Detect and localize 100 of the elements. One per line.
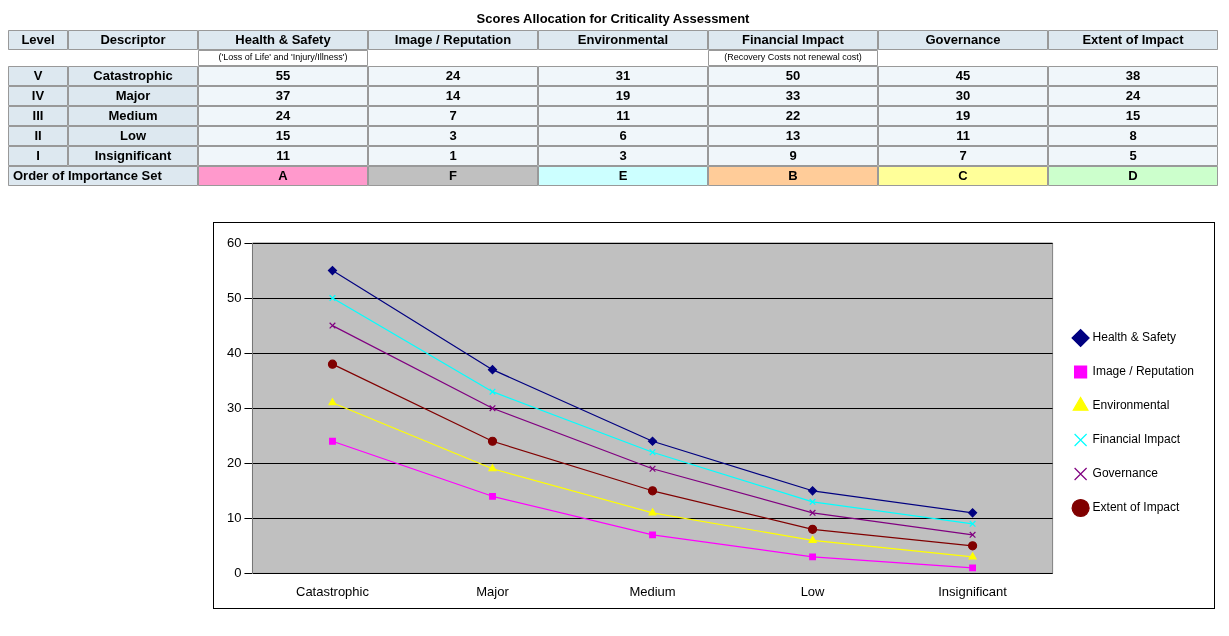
text: 38 xyxy=(1125,67,1141,83)
y-tick-label: 0 xyxy=(234,564,242,580)
text: E xyxy=(618,167,628,183)
point xyxy=(808,535,817,543)
text: 33 xyxy=(785,87,801,103)
category-label: Major xyxy=(115,87,151,103)
text: III xyxy=(32,107,44,123)
point xyxy=(649,531,656,539)
point xyxy=(648,508,657,516)
point xyxy=(809,509,816,517)
text: Level xyxy=(21,31,55,47)
y-tick-label: 10 xyxy=(226,509,242,525)
text: 5 xyxy=(1129,147,1137,163)
text: 24 xyxy=(445,67,461,83)
text: I xyxy=(36,147,40,163)
point xyxy=(487,365,498,375)
text: 14 xyxy=(445,87,461,103)
point xyxy=(487,436,498,446)
text: 11 xyxy=(276,147,290,163)
text: 24 xyxy=(1125,87,1141,103)
text: 11 xyxy=(616,107,630,123)
text: 19 xyxy=(955,107,971,123)
text: 9 xyxy=(789,147,797,163)
legend-label: Health & Safety xyxy=(1092,330,1176,345)
x-tick-label: Low xyxy=(800,583,826,599)
text: 13 xyxy=(785,127,801,143)
text: 31 xyxy=(615,67,631,83)
x-tick-label: Major xyxy=(476,583,510,599)
text: 3 xyxy=(449,127,457,143)
point xyxy=(967,541,978,551)
point xyxy=(647,486,658,496)
text: 45 xyxy=(955,67,971,83)
text: Scores Allocation for Criticality Assessment xyxy=(476,10,751,26)
x-tick-label: Insignificant xyxy=(938,583,1008,599)
category-label: Insignificant xyxy=(94,147,172,163)
text: D xyxy=(1128,167,1138,183)
x-tick-label: Medium xyxy=(629,583,676,599)
point xyxy=(967,508,978,518)
legend-label: Extent of Impact xyxy=(1092,500,1180,515)
text: (Recovery Costs not renewal cost) xyxy=(724,52,862,63)
category-label: Health & Safety xyxy=(235,31,332,47)
text: 37 xyxy=(275,87,291,103)
text: 22 xyxy=(785,107,801,123)
point xyxy=(328,398,337,406)
point xyxy=(489,404,496,412)
point xyxy=(329,294,336,302)
category-label: Governance xyxy=(925,31,1001,47)
category-label: Environmental xyxy=(577,31,669,47)
text: 3 xyxy=(619,147,627,163)
text: 19 xyxy=(615,87,631,103)
text: Order of Importance Set xyxy=(13,167,163,183)
point xyxy=(647,436,658,446)
legend-label: Financial Impact xyxy=(1092,432,1181,447)
text: 7 xyxy=(959,147,967,163)
point xyxy=(807,524,818,534)
text: 30 xyxy=(955,87,971,103)
y-tick-label: 40 xyxy=(226,344,242,360)
legend-label: Environmental xyxy=(1092,398,1170,413)
point xyxy=(488,464,497,472)
category-label: Medium xyxy=(108,107,158,123)
point xyxy=(809,553,816,561)
text: ('Loss of Life' and 'Injury/Illness') xyxy=(218,52,348,63)
point xyxy=(969,520,977,528)
legend-label: Image / Reputation xyxy=(1092,364,1195,379)
text: IV xyxy=(31,87,45,103)
x-tick-label: Catastrophic xyxy=(295,583,370,599)
text: B xyxy=(788,167,798,183)
text: 50 xyxy=(785,67,801,83)
category-label: Financial Impact xyxy=(742,31,845,47)
y-tick-label: 50 xyxy=(226,289,242,305)
y-tick-label: 60 xyxy=(226,234,242,250)
category-label: Low xyxy=(120,127,146,143)
point xyxy=(969,531,977,539)
point xyxy=(489,492,496,500)
point xyxy=(968,552,977,560)
point xyxy=(649,448,656,456)
point xyxy=(809,498,816,506)
category-label: Catastrophic xyxy=(93,67,173,83)
point xyxy=(489,388,496,396)
text: 6 xyxy=(619,127,627,143)
text: 24 xyxy=(275,107,291,123)
text: 7 xyxy=(449,107,457,123)
y-tick-label: 20 xyxy=(226,454,242,470)
text: V xyxy=(33,67,43,83)
point xyxy=(807,486,818,496)
text: II xyxy=(34,127,42,143)
text: A xyxy=(278,167,289,183)
text: 1 xyxy=(449,147,457,163)
category-label: Extent of Impact xyxy=(1082,31,1185,47)
text: C xyxy=(958,167,969,183)
text: 55 xyxy=(275,67,291,83)
legend-label: Governance xyxy=(1092,466,1159,481)
y-tick-label: 30 xyxy=(226,399,242,415)
point xyxy=(327,359,338,369)
text: 15 xyxy=(1125,107,1141,123)
point xyxy=(649,465,656,473)
text: 11 xyxy=(956,127,970,143)
text: Descriptor xyxy=(100,31,166,47)
text: 8 xyxy=(1129,127,1137,143)
point xyxy=(329,437,336,445)
